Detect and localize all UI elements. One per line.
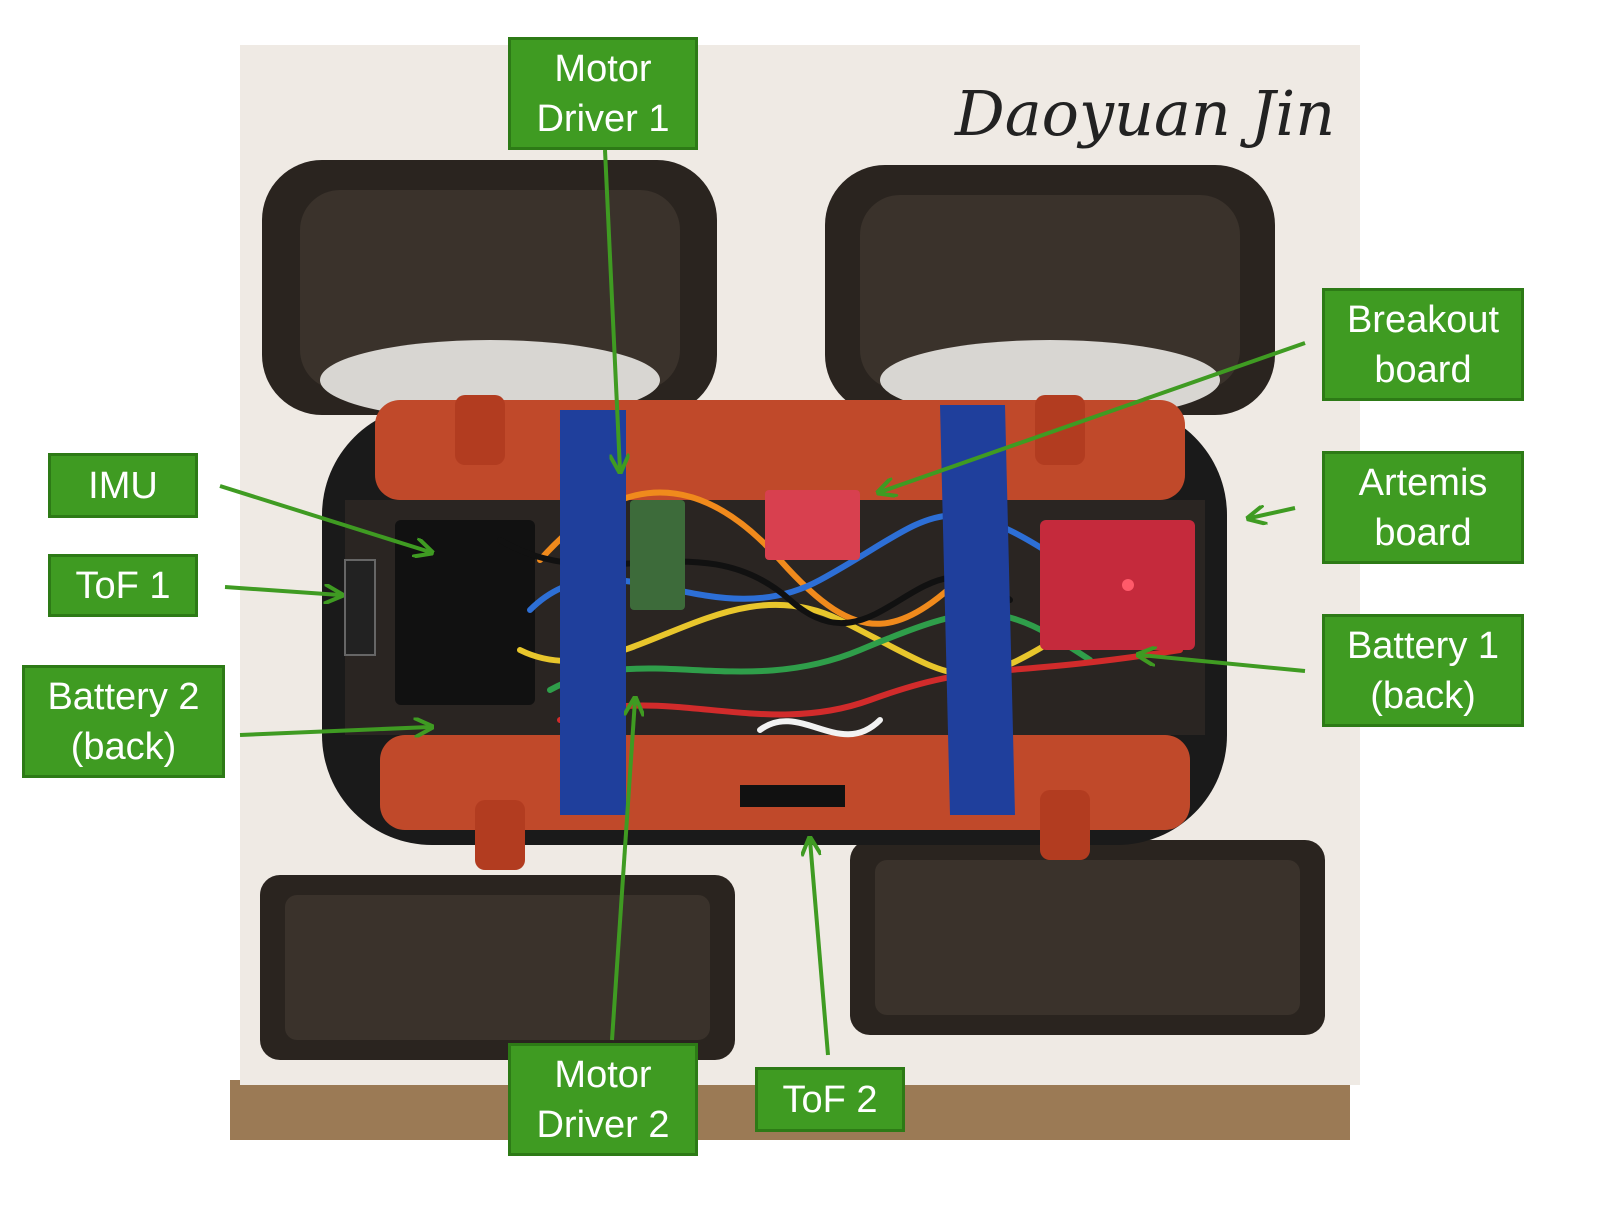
label-tof-2: ToF 2 bbox=[755, 1067, 905, 1132]
label-line: Artemis bbox=[1358, 461, 1488, 504]
label-line: Battery 2 bbox=[47, 675, 200, 718]
label-line: Motor bbox=[554, 47, 652, 90]
label-battery-2: Battery 2 (back) bbox=[22, 665, 225, 778]
label-line: IMU bbox=[88, 464, 158, 507]
tire-rear-left bbox=[260, 875, 735, 1060]
label-line: ToF 2 bbox=[782, 1078, 878, 1121]
tof-2-sensor bbox=[740, 785, 845, 807]
arrow-motor-driver-1 bbox=[603, 149, 620, 470]
label-motor-driver-1: Motor Driver 1 bbox=[508, 37, 698, 150]
tire-front-left bbox=[262, 160, 717, 420]
label-breakout-board: Breakout board bbox=[1322, 288, 1524, 401]
label-line: board bbox=[1374, 348, 1472, 391]
callout-arrows bbox=[219, 149, 1306, 1056]
tape-right bbox=[940, 405, 1015, 815]
arrow-artemis-board bbox=[1250, 508, 1296, 518]
label-artemis-board: Artemis board bbox=[1322, 451, 1524, 564]
arrow-tof-1 bbox=[224, 587, 340, 595]
label-imu: IMU bbox=[48, 453, 198, 518]
arrow-motor-driver-2 bbox=[610, 700, 635, 1041]
arrow-battery-2 bbox=[239, 727, 430, 735]
label-line: Driver 1 bbox=[536, 97, 670, 140]
breakout-board bbox=[765, 490, 860, 560]
tape-left bbox=[560, 410, 626, 815]
signature: Daoyuan Jin bbox=[954, 77, 1335, 150]
tire-rear-right bbox=[850, 840, 1325, 1035]
label-line: (back) bbox=[1370, 674, 1476, 717]
label-line: Motor bbox=[554, 1053, 652, 1096]
label-line: Breakout bbox=[1346, 298, 1500, 341]
arrow-imu bbox=[219, 484, 430, 552]
label-tof-1: ToF 1 bbox=[48, 554, 198, 617]
arrow-battery-1 bbox=[1140, 655, 1306, 673]
label-line: board bbox=[1374, 511, 1472, 554]
tire-front-right bbox=[825, 165, 1275, 420]
label-line: Battery 1 bbox=[1346, 624, 1500, 667]
arrow-tof-2 bbox=[810, 840, 830, 1056]
artemis-board bbox=[1040, 520, 1195, 650]
label-motor-driver-2: Motor Driver 2 bbox=[508, 1043, 698, 1156]
label-battery-1: Battery 1 (back) bbox=[1322, 614, 1524, 727]
imu-board bbox=[395, 520, 535, 705]
label-line: Driver 2 bbox=[536, 1103, 670, 1146]
arrow-breakout-board bbox=[880, 341, 1306, 492]
label-line: ToF 1 bbox=[75, 564, 171, 607]
motor-driver-1-board bbox=[630, 500, 685, 610]
tof-1-sensor bbox=[344, 559, 376, 656]
label-line: (back) bbox=[70, 725, 177, 768]
